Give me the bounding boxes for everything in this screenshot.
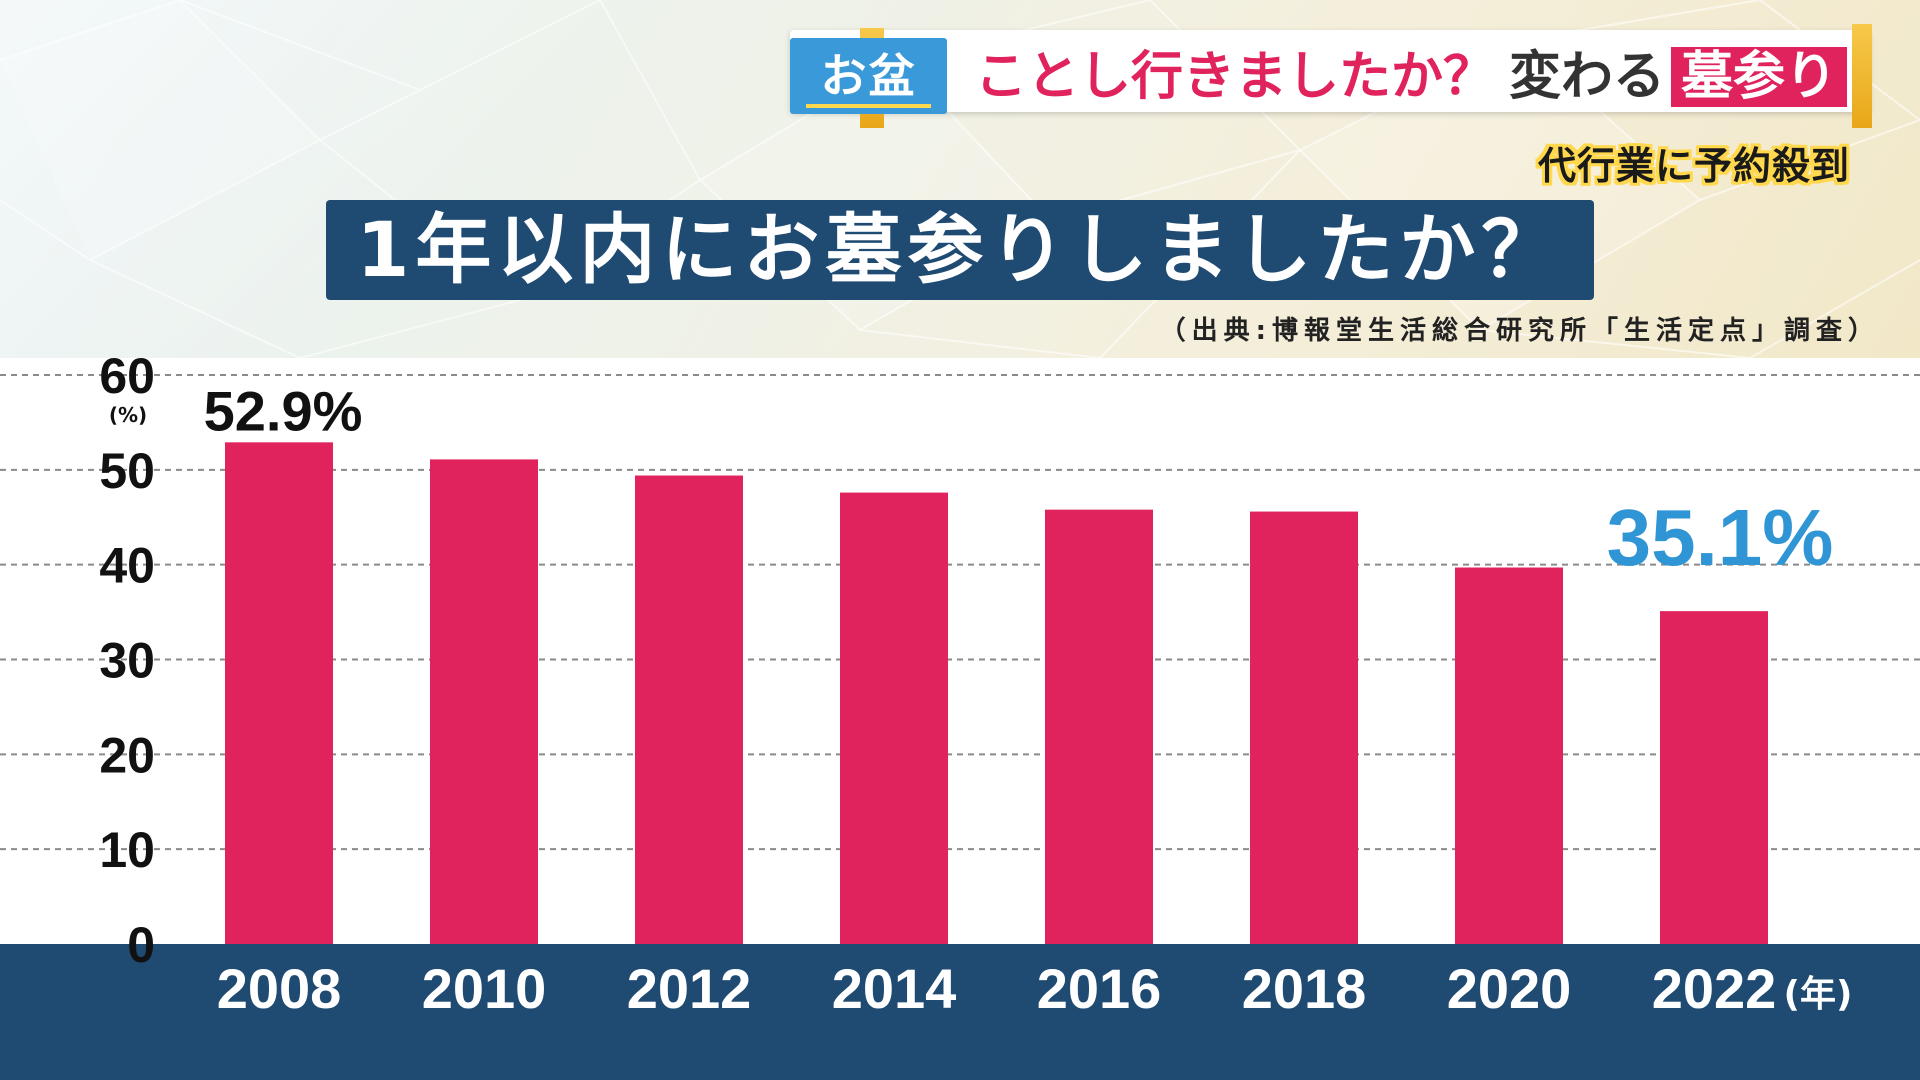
x-axis-ticks: 2008 2010 2012 2014 2016 2018 2020 2022 <box>217 957 1777 1020</box>
data-labels: 52.9% 35.1% <box>204 379 1834 582</box>
bar-2010 <box>430 459 538 944</box>
y-tick-label: 40 <box>99 538 155 594</box>
y-tick-label: 30 <box>99 633 155 689</box>
data-label-2008: 52.9% <box>204 379 363 442</box>
topic-tag-underline <box>806 104 931 108</box>
bar-2016 <box>1045 509 1153 944</box>
bar-2022 <box>1660 611 1768 944</box>
chart-source: （出典:博報堂生活総合研究所「生活定点」調査） <box>1159 316 1880 346</box>
x-tick-label: 2016 <box>1037 957 1162 1020</box>
y-tick-label: 10 <box>99 822 155 878</box>
bar-2014 <box>840 492 948 944</box>
x-axis-band <box>0 944 1920 1080</box>
headline-boxed: 墓参り <box>1671 47 1848 107</box>
x-tick-label: 2018 <box>1242 957 1367 1020</box>
bar-2012 <box>635 475 743 944</box>
x-tick-label: 2010 <box>422 957 547 1020</box>
x-tick-label: 2020 <box>1447 957 1572 1020</box>
y-tick-label: 50 <box>99 443 155 499</box>
bar-2020 <box>1455 567 1563 944</box>
x-tick-label: 2022 <box>1652 957 1777 1020</box>
data-label-2022: 35.1% <box>1607 493 1834 582</box>
y-tick-label: 60 <box>99 348 155 404</box>
subheadline: 代行業に予約殺到 <box>1537 144 1850 188</box>
bar-2018 <box>1250 511 1358 944</box>
x-axis-unit: (年) <box>1784 974 1853 1015</box>
chart-title: 1年以内にお墓参りしましたか？ <box>326 200 1594 300</box>
headline-part1: ことし行きましたか？ <box>975 47 1496 107</box>
bars <box>225 442 1768 944</box>
y-axis-unit: (%) <box>109 403 147 427</box>
x-tick-label: 2012 <box>627 957 752 1020</box>
bar-2008 <box>225 442 333 944</box>
y-tick-label: 0 <box>127 917 155 973</box>
headline-part2: 変わる <box>1509 47 1666 107</box>
x-tick-label: 2008 <box>217 957 342 1020</box>
y-tick-label: 20 <box>99 727 155 783</box>
x-tick-label: 2014 <box>832 957 957 1020</box>
headline: ことし行きましたか？ 変わる 墓参り <box>975 36 1848 118</box>
y-axis-ticks: 0 10 20 30 40 50 60 <box>99 348 155 973</box>
headline-accent-right <box>1852 24 1872 128</box>
topic-tag: お盆 <box>790 38 947 114</box>
